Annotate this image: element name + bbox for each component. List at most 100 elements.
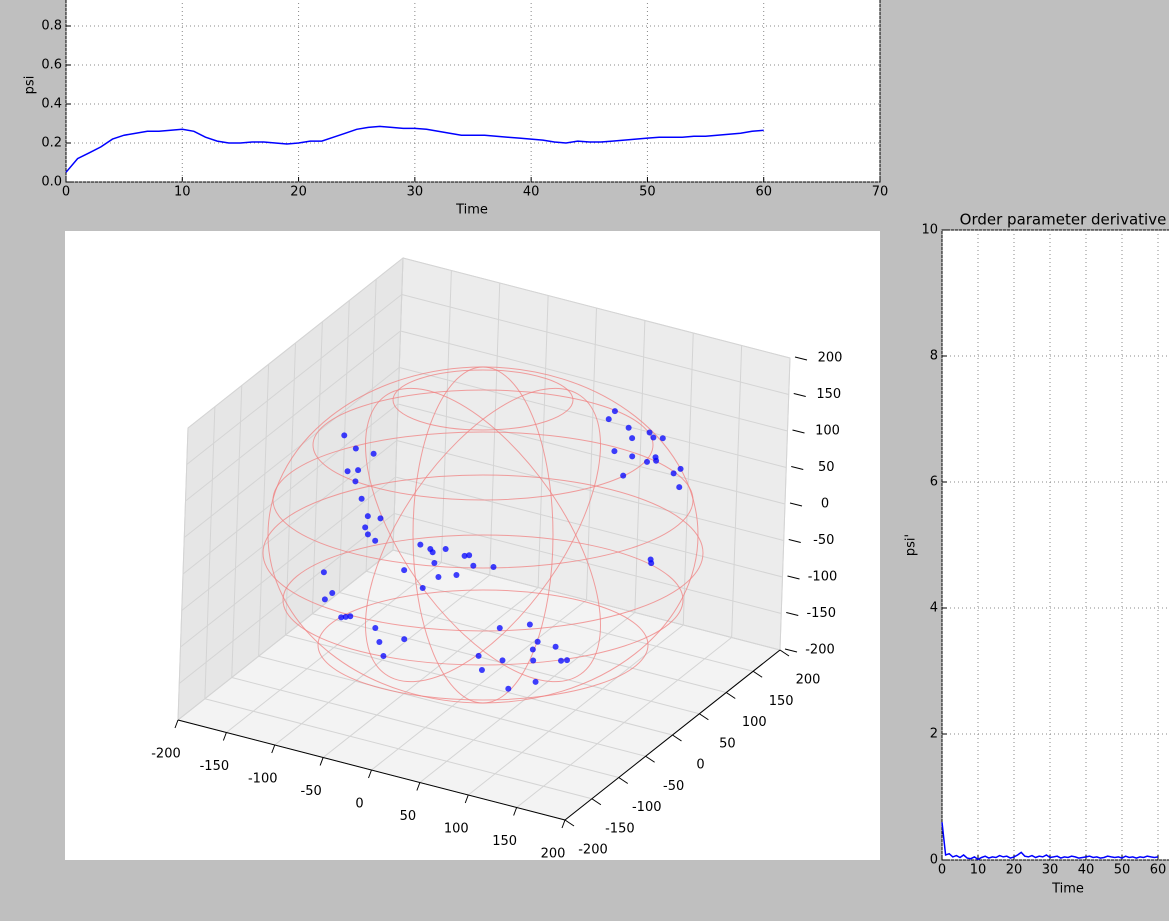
point [478, 667, 485, 673]
x-axis-label: Time [455, 203, 488, 218]
point [344, 468, 351, 475]
x-tick-label: 50 [639, 185, 656, 200]
x-tick-label: 0 [355, 797, 363, 812]
point [320, 569, 327, 576]
y-tick-label: 0 [930, 853, 938, 868]
tick-mark [791, 466, 804, 470]
point [676, 484, 683, 491]
x-tick-label: 20 [1006, 863, 1023, 878]
y-tick-label: 150 [769, 694, 794, 709]
sphere-ring [312, 389, 654, 501]
point [475, 652, 482, 659]
point [442, 546, 449, 552]
grid-line [178, 513, 395, 684]
point [431, 560, 438, 566]
grid-line [181, 440, 398, 611]
sphere-meridian [365, 387, 601, 683]
point [629, 435, 636, 442]
point [347, 613, 354, 620]
x-tick-label: 200 [541, 847, 566, 862]
y-axis-label: psi' [904, 534, 919, 556]
tick-mark [561, 819, 566, 829]
grid-line [402, 257, 791, 359]
x-tick-label: 40 [523, 185, 540, 200]
point [652, 454, 659, 461]
tick-mark [794, 356, 808, 361]
point [453, 571, 460, 578]
tick-mark [591, 798, 602, 806]
x-tick-label: 10 [970, 863, 987, 878]
point [530, 657, 537, 664]
x-tick-label: 100 [444, 822, 469, 837]
point [372, 624, 379, 631]
point [370, 450, 377, 457]
z-tick-label: 200 [818, 351, 843, 366]
sphere-ring [262, 474, 704, 632]
grid-line [204, 698, 593, 800]
grid-line [180, 476, 396, 648]
grid-line [285, 634, 673, 736]
chart-title: Order parameter derivative [960, 211, 1167, 229]
x-axis-label: Time [1051, 882, 1084, 897]
z-tick-label: 0 [821, 497, 829, 512]
tick-mark [793, 393, 806, 397]
grid-line [185, 330, 401, 502]
y-tick-label: 6 [930, 475, 938, 490]
y-tick-label: 200 [796, 673, 821, 688]
tick-mark [618, 777, 629, 784]
y-tick-label: 0.4 [41, 97, 62, 112]
sphere-meridian [267, 366, 699, 704]
grid-line [187, 257, 404, 429]
y-tick-label: 8 [930, 349, 938, 364]
point [605, 416, 612, 423]
x-tick-label: 150 [492, 834, 517, 849]
y-axis-label: psi [23, 76, 38, 95]
x-tick-label: -150 [200, 759, 230, 774]
point [620, 472, 627, 479]
sphere-ring [282, 534, 684, 666]
x-tick-label: -200 [151, 747, 181, 762]
point [558, 657, 565, 664]
point [355, 467, 362, 474]
point [419, 584, 426, 591]
y-tick-label: 0.6 [41, 58, 62, 73]
point [611, 408, 618, 415]
point [401, 636, 408, 643]
y-tick-label: 0 [696, 758, 704, 773]
point [552, 643, 559, 650]
point [677, 465, 684, 472]
tick-mark [271, 744, 276, 754]
x-tick-label: 60 [1150, 863, 1167, 878]
grid-line [258, 655, 646, 757]
tick-mark [779, 649, 790, 657]
tick-mark [699, 713, 709, 721]
point [505, 685, 512, 692]
x-tick-label: 70 [872, 185, 889, 200]
z-tick-label: 150 [816, 387, 841, 402]
point [376, 639, 383, 645]
tick-mark [513, 807, 518, 816]
point [338, 614, 345, 621]
grid-line [399, 367, 787, 468]
point [362, 524, 369, 531]
point [401, 567, 408, 574]
z-tick-label: -150 [806, 606, 836, 621]
y-tick-label: 100 [742, 715, 767, 730]
x-tick-label: 20 [290, 185, 307, 200]
point [496, 625, 503, 631]
point [364, 513, 371, 520]
point [358, 495, 365, 502]
tick-mark [368, 769, 372, 779]
tick-mark [784, 648, 798, 653]
data-line [65, 125, 764, 173]
tick-mark [564, 819, 575, 827]
data-line [941, 822, 1159, 861]
x-tick-label: 0 [938, 863, 946, 878]
point [321, 596, 328, 603]
grid-line [396, 440, 784, 541]
panes [176, 256, 791, 821]
grid-line [400, 330, 788, 432]
point [461, 552, 468, 559]
point [629, 453, 636, 460]
point [352, 445, 359, 452]
